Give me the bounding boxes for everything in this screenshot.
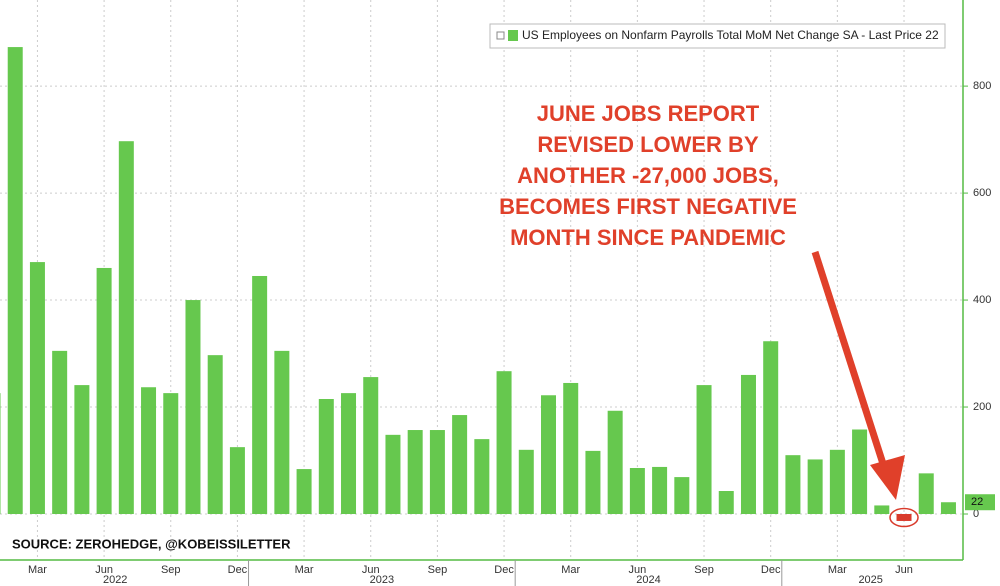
bar — [407, 430, 423, 515]
legend-label: US Employees on Nonfarm Payrolls Total M… — [522, 28, 939, 42]
bar — [29, 262, 45, 515]
bar — [763, 341, 779, 515]
annotation: JUNE JOBS REPORT REVISED LOWER BY ANOTHE… — [499, 101, 797, 250]
bar — [163, 393, 179, 515]
annotation-line: ANOTHER -27,000 JOBS, — [517, 163, 779, 188]
x-tick-label: Jun — [895, 564, 913, 576]
y-tick-label: 600 — [973, 187, 991, 199]
bar — [0, 393, 1, 515]
annotation-line: MONTH SINCE PANDEMIC — [510, 225, 786, 250]
bar — [74, 385, 90, 515]
bar — [52, 350, 68, 515]
x-year-label: 2023 — [370, 574, 394, 586]
bar — [141, 387, 157, 515]
bar — [363, 377, 379, 515]
bar — [563, 382, 579, 515]
x-tick-label: Sep — [428, 564, 448, 576]
annotation-line: JUNE JOBS REPORT — [537, 101, 760, 126]
arrow-head — [870, 455, 905, 500]
bar — [252, 275, 268, 515]
bar — [674, 477, 690, 515]
x-tick-label: Jun — [95, 564, 113, 576]
annotation-line: BECOMES FIRST NEGATIVE — [499, 194, 797, 219]
bar — [896, 514, 912, 521]
bar — [585, 450, 601, 515]
bar — [185, 300, 201, 515]
x-tick-label: Mar — [295, 564, 314, 576]
x-tick-label: Mar — [28, 564, 47, 576]
bar — [296, 469, 312, 515]
bar — [541, 395, 556, 515]
y-tick-label: 200 — [973, 401, 991, 413]
bar — [829, 449, 845, 515]
bars — [0, 47, 956, 521]
bar — [385, 434, 401, 515]
x-tick-label: Jun — [629, 564, 647, 576]
highlight-circle — [889, 507, 919, 528]
x-year-label: 2025 — [858, 574, 882, 586]
bar — [629, 468, 645, 515]
bar — [7, 47, 23, 515]
bar — [652, 466, 668, 515]
x-tick-label: Dec — [761, 564, 781, 576]
arrow-shaft — [811, 250, 889, 472]
x-tick-label: Dec — [494, 564, 514, 576]
source: SOURCE: ZEROHEDGE, @KOBEISSILETTER — [12, 536, 291, 551]
x-year-label: 2024 — [636, 574, 660, 586]
bar — [429, 430, 445, 515]
x-tick-label: Sep — [161, 564, 181, 576]
bar — [852, 429, 868, 515]
bar — [207, 355, 223, 515]
x-tick-label: Mar — [828, 564, 847, 576]
bar — [607, 410, 623, 515]
bar — [274, 350, 290, 515]
x-year-label: 2022 — [103, 574, 127, 586]
legend-swatch — [508, 30, 518, 41]
x-tick-label: Jun — [362, 564, 380, 576]
bar — [496, 371, 512, 515]
bar — [918, 473, 934, 515]
legend — [489, 23, 946, 49]
bar — [229, 447, 245, 515]
bar — [518, 449, 534, 515]
bar — [940, 502, 956, 515]
x-tick-label: Dec — [228, 564, 248, 576]
bar — [718, 491, 734, 515]
y-tick-label: 800 — [973, 80, 991, 92]
bar — [341, 393, 357, 515]
y-tick-label: 400 — [973, 294, 991, 306]
last-price-label: 22 — [971, 496, 983, 508]
y-tick-label: 0 — [973, 508, 979, 520]
bar — [696, 385, 712, 515]
last-price-box — [965, 494, 995, 511]
annotation-line: REVISED LOWER BY — [537, 132, 759, 157]
bar — [807, 459, 823, 515]
bar — [118, 141, 134, 515]
bar — [474, 439, 490, 515]
legend-toggle — [496, 31, 505, 40]
bar — [874, 505, 890, 515]
x-tick-label: Sep — [694, 564, 714, 576]
bar — [96, 267, 112, 515]
bar — [452, 415, 468, 515]
x-tick-label: Mar — [561, 564, 580, 576]
bar — [740, 374, 756, 515]
bar — [785, 455, 801, 515]
bar — [318, 399, 334, 515]
